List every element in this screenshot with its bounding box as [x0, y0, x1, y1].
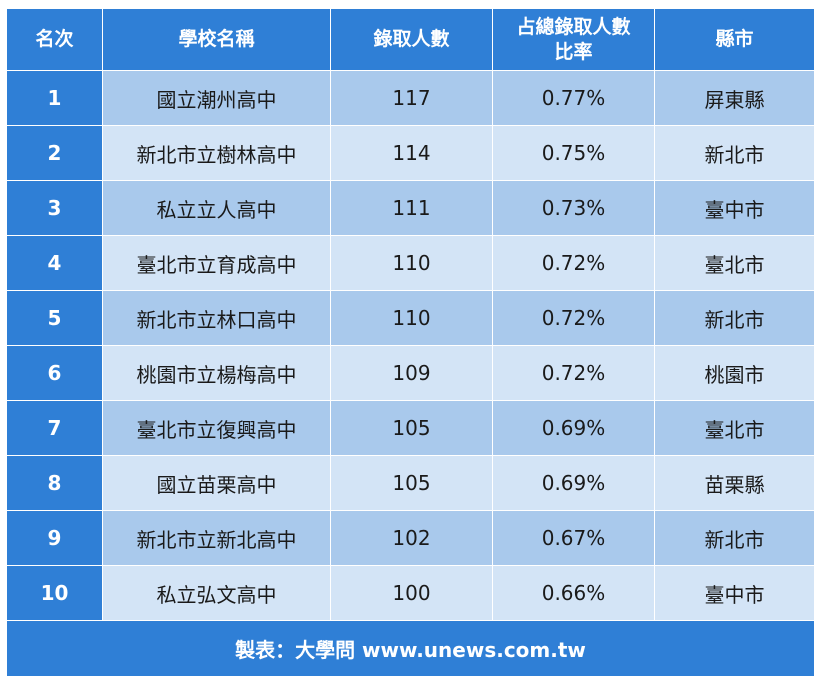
- header-ratio: 占總錄取人數 比率: [492, 8, 655, 71]
- school-cell: 桃園市立楊梅高中: [102, 345, 331, 401]
- school-cell: 臺北市立育成高中: [102, 235, 331, 291]
- ratio-cell: 0.72%: [492, 235, 655, 291]
- ranking-table-container: 名次 學校名稱 錄取人數 占總錄取人數 比率 縣市 1 國立潮州高中 117 0.77%…: [6, 8, 815, 677]
- county-cell: 臺北市: [654, 400, 815, 456]
- rank-cell: 6: [6, 345, 103, 401]
- school-cell: 國立苗栗高中: [102, 455, 331, 511]
- footer-credit: 製表：大學問 www.unews.com.tw: [6, 620, 815, 677]
- county-cell: 臺北市: [654, 235, 815, 291]
- county-cell: 苗栗縣: [654, 455, 815, 511]
- ratio-cell: 0.69%: [492, 400, 655, 456]
- admitted-cell: 110: [330, 290, 493, 346]
- header-rank: 名次: [6, 8, 103, 71]
- school-cell: 新北市立樹林高中: [102, 125, 331, 181]
- rank-cell: 9: [6, 510, 103, 566]
- header-row: 名次 學校名稱 錄取人數 占總錄取人數 比率 縣市: [6, 8, 815, 71]
- admitted-cell: 114: [330, 125, 493, 181]
- ranking-table: 名次 學校名稱 錄取人數 占總錄取人數 比率 縣市 1 國立潮州高中 117 0.77%…: [6, 8, 815, 677]
- school-cell: 新北市立新北高中: [102, 510, 331, 566]
- rank-cell: 2: [6, 125, 103, 181]
- county-cell: 臺中市: [654, 565, 815, 621]
- table-row: 5 新北市立林口高中 110 0.72% 新北市: [6, 290, 815, 346]
- header-admitted: 錄取人數: [330, 8, 493, 71]
- county-cell: 新北市: [654, 125, 815, 181]
- table-row: 6 桃園市立楊梅高中 109 0.72% 桃園市: [6, 345, 815, 401]
- county-cell: 桃園市: [654, 345, 815, 401]
- admitted-cell: 102: [330, 510, 493, 566]
- rank-cell: 5: [6, 290, 103, 346]
- admitted-cell: 105: [330, 400, 493, 456]
- ratio-cell: 0.72%: [492, 290, 655, 346]
- admitted-cell: 117: [330, 70, 493, 126]
- table-row: 2 新北市立樹林高中 114 0.75% 新北市: [6, 125, 815, 181]
- admitted-cell: 100: [330, 565, 493, 621]
- admitted-cell: 111: [330, 180, 493, 236]
- rank-cell: 1: [6, 70, 103, 126]
- ratio-cell: 0.73%: [492, 180, 655, 236]
- rank-cell: 3: [6, 180, 103, 236]
- table-row: 7 臺北市立復興高中 105 0.69% 臺北市: [6, 400, 815, 456]
- county-cell: 新北市: [654, 290, 815, 346]
- school-cell: 臺北市立復興高中: [102, 400, 331, 456]
- table-body: 1 國立潮州高中 117 0.77% 屏東縣 2 新北市立樹林高中 114 0.75% 新北市 3 私…: [6, 70, 815, 621]
- table-row: 9 新北市立新北高中 102 0.67% 新北市: [6, 510, 815, 566]
- ratio-cell: 0.69%: [492, 455, 655, 511]
- header-county: 縣市: [654, 8, 815, 71]
- ratio-cell: 0.75%: [492, 125, 655, 181]
- table-row: 4 臺北市立育成高中 110 0.72% 臺北市: [6, 235, 815, 291]
- school-cell: 國立潮州高中: [102, 70, 331, 126]
- ratio-cell: 0.67%: [492, 510, 655, 566]
- header-ratio-text: 占總錄取人數 比率: [516, 15, 631, 63]
- table-row: 1 國立潮州高中 117 0.77% 屏東縣: [6, 70, 815, 126]
- admitted-cell: 109: [330, 345, 493, 401]
- school-cell: 新北市立林口高中: [102, 290, 331, 346]
- table-row: 3 私立立人高中 111 0.73% 臺中市: [6, 180, 815, 236]
- school-cell: 私立立人高中: [102, 180, 331, 236]
- ratio-cell: 0.77%: [492, 70, 655, 126]
- rank-cell: 4: [6, 235, 103, 291]
- county-cell: 屏東縣: [654, 70, 815, 126]
- county-cell: 臺中市: [654, 180, 815, 236]
- rank-cell: 8: [6, 455, 103, 511]
- admitted-cell: 110: [330, 235, 493, 291]
- county-cell: 新北市: [654, 510, 815, 566]
- header-school: 學校名稱: [102, 8, 331, 71]
- admitted-cell: 105: [330, 455, 493, 511]
- rank-cell: 7: [6, 400, 103, 456]
- school-cell: 私立弘文高中: [102, 565, 331, 621]
- table-row: 10 私立弘文高中 100 0.66% 臺中市: [6, 565, 815, 621]
- footer-row: 製表：大學問 www.unews.com.tw: [6, 620, 815, 677]
- ratio-cell: 0.72%: [492, 345, 655, 401]
- rank-cell: 10: [6, 565, 103, 621]
- table-row: 8 國立苗栗高中 105 0.69% 苗栗縣: [6, 455, 815, 511]
- ratio-cell: 0.66%: [492, 565, 655, 621]
